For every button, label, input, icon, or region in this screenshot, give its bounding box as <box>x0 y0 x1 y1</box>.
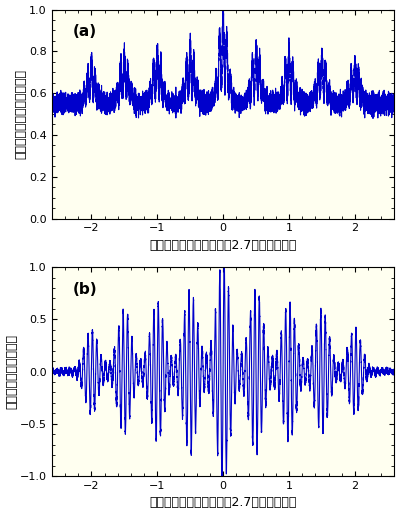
X-axis label: 遅延時間（１ユニット＝2.7フェムト秒）: 遅延時間（１ユニット＝2.7フェムト秒） <box>150 239 297 252</box>
Y-axis label: 電場波形（任意強度）: 電場波形（任意強度） <box>6 334 18 409</box>
Text: (a): (a) <box>72 24 96 39</box>
Y-axis label: 自己相関波形（任意強度）: 自己相関波形（任意強度） <box>15 69 28 159</box>
X-axis label: 遅延時間（１ユニット＝2.7フェムト秒）: 遅延時間（１ユニット＝2.7フェムト秒） <box>150 496 297 509</box>
Text: (b): (b) <box>72 282 97 297</box>
